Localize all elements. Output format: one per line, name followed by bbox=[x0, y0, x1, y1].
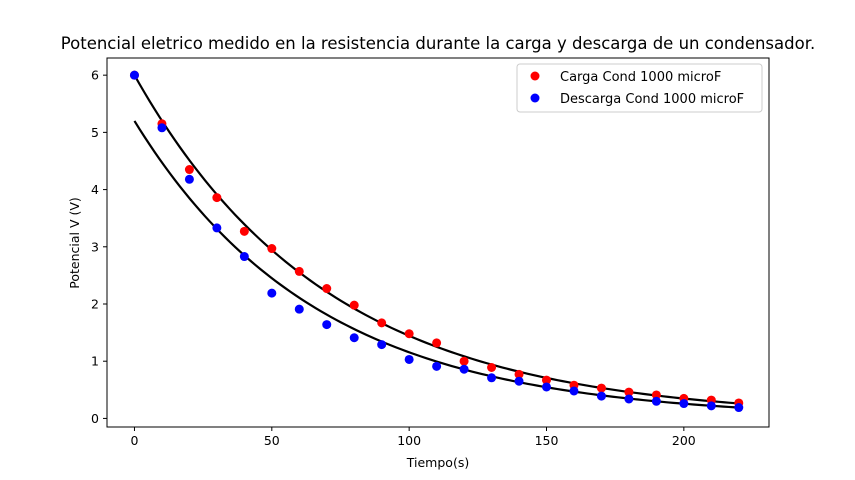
axes-background bbox=[107, 58, 769, 427]
legend-label-carga: Carga Cond 1000 microF bbox=[560, 70, 721, 85]
point-carga bbox=[184, 165, 194, 175]
point-descarga bbox=[239, 252, 249, 262]
point-descarga bbox=[624, 394, 634, 404]
point-carga bbox=[267, 244, 277, 254]
axes-frame bbox=[106, 57, 770, 428]
point-carga bbox=[322, 284, 332, 294]
fit-curve-1 bbox=[133, 120, 739, 409]
point-descarga bbox=[679, 399, 689, 409]
point-carga bbox=[487, 363, 497, 373]
data-points bbox=[129, 70, 744, 413]
point-descarga bbox=[184, 174, 194, 184]
plot-area bbox=[106, 57, 770, 428]
point-carga bbox=[459, 356, 469, 366]
point-carga bbox=[542, 375, 552, 385]
point-descarga bbox=[514, 376, 524, 386]
point-carga bbox=[377, 318, 387, 328]
y-tick-label: 6 bbox=[91, 68, 99, 83]
point-descarga bbox=[404, 354, 414, 364]
point-carga bbox=[239, 226, 249, 236]
legend-marker-carga bbox=[530, 71, 540, 81]
point-descarga bbox=[459, 364, 469, 374]
legend-label-descarga: Descarga Cond 1000 microF bbox=[560, 92, 744, 107]
point-descarga bbox=[542, 382, 552, 392]
point-descarga bbox=[487, 373, 497, 383]
point-descarga bbox=[294, 304, 304, 314]
point-descarga bbox=[706, 401, 716, 411]
y-tick-label: 3 bbox=[91, 239, 99, 254]
point-descarga bbox=[651, 396, 661, 406]
y-tick-label: 2 bbox=[91, 297, 99, 312]
legend: Carga Cond 1000 microF Descarga Cond 100… bbox=[516, 63, 763, 113]
y-tick-label: 1 bbox=[91, 354, 99, 369]
point-descarga bbox=[349, 333, 359, 343]
point-carga bbox=[294, 266, 304, 276]
point-carga bbox=[514, 369, 524, 379]
point-carga bbox=[404, 329, 414, 339]
point-descarga bbox=[129, 70, 139, 80]
point-carga bbox=[349, 300, 359, 310]
point-descarga bbox=[377, 340, 387, 350]
point-descarga bbox=[734, 403, 744, 413]
chart-title: Potencial eletrico medido en la resisten… bbox=[61, 34, 815, 53]
x-axis-ticks: 0 50 100 150 200 bbox=[130, 427, 696, 448]
point-carga bbox=[624, 387, 634, 397]
point-carga bbox=[651, 390, 661, 400]
point-carga bbox=[596, 383, 606, 393]
point-descarga bbox=[212, 223, 222, 233]
point-descarga bbox=[267, 288, 277, 298]
x-tick-label: 200 bbox=[672, 433, 696, 448]
x-tick-label: 0 bbox=[130, 433, 138, 448]
legend-box bbox=[516, 63, 763, 113]
point-descarga bbox=[322, 320, 332, 330]
point-descarga bbox=[157, 123, 167, 133]
x-tick-label: 100 bbox=[397, 433, 421, 448]
legend-marker-descarga bbox=[530, 93, 540, 103]
point-carga bbox=[432, 338, 442, 348]
point-descarga bbox=[432, 361, 442, 371]
point-descarga bbox=[569, 386, 579, 396]
y-tick-label: 0 bbox=[91, 411, 99, 426]
y-axis-label: Potencial V (V) bbox=[67, 197, 82, 289]
y-tick-label: 5 bbox=[91, 125, 99, 140]
point-carga bbox=[212, 193, 222, 203]
x-tick-label: 150 bbox=[535, 433, 559, 448]
y-tick-label: 4 bbox=[91, 182, 99, 197]
x-tick-label: 50 bbox=[264, 433, 280, 448]
point-descarga bbox=[596, 391, 606, 401]
x-axis-label: Tiempo(s) bbox=[406, 455, 469, 470]
y-axis-ticks: 0 1 2 3 4 5 6 bbox=[91, 68, 107, 426]
